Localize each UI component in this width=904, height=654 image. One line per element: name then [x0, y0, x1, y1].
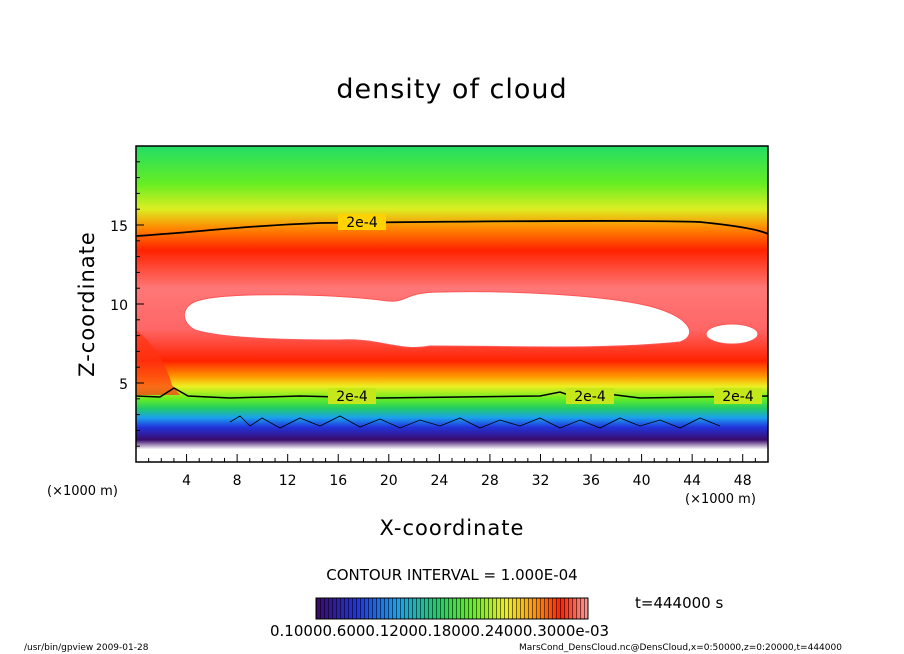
y-axis-title: Z-coordinate — [75, 231, 99, 377]
contour-line-upper — [135, 219, 769, 237]
y-tick-label: 5 — [119, 377, 128, 393]
x-tick-label: 40 — [633, 473, 651, 489]
x-tick-label: 12 — [279, 473, 297, 489]
contour-label-bg — [714, 388, 762, 404]
x-tick-label: 16 — [329, 473, 347, 489]
colorbar-frame — [315, 597, 589, 620]
x-tick-label: 32 — [532, 473, 550, 489]
x-unit-label: (×1000 m) — [685, 492, 756, 507]
colorbar-tick-labels: 0.10000.6000.12000.18000.24000.3000e-03 — [270, 622, 610, 640]
x-tick-label: 4 — [182, 473, 191, 489]
contour-label-bg — [328, 388, 376, 404]
x-tick-label: 20 — [380, 473, 398, 489]
cloud-free-region — [183, 291, 691, 348]
contour-label: 2e-4 — [346, 215, 378, 231]
contour-label: 2e-4 — [574, 389, 606, 405]
y-tick-label: 15 — [110, 219, 128, 235]
x-axis-title: X-coordinate — [379, 516, 525, 540]
x-tick-label: 24 — [430, 473, 448, 489]
contour-label: 2e-4 — [722, 389, 754, 405]
x-tick-label: 48 — [734, 473, 752, 489]
x-tick-label: 36 — [582, 473, 600, 489]
left-plume — [136, 330, 180, 395]
contour-line-lower — [135, 387, 769, 400]
colorbar-hatch — [316, 598, 588, 619]
footer-left: /usr/bin/gpview 2009-01-28 — [24, 643, 149, 653]
contour-interval-label: CONTOUR INTERVAL = 1.000E-04 — [326, 566, 578, 584]
time-label: t=444000 s — [635, 594, 724, 612]
footer-right: MarsCond_DensCloud.nc@DensCloud,x=0:5000… — [519, 643, 842, 653]
y-tick-label: 10 — [110, 298, 128, 314]
x-tick-label: 44 — [683, 473, 701, 489]
x-tick-label: 28 — [481, 473, 499, 489]
contour-label-bg — [566, 388, 614, 404]
contour-line-noisy — [229, 415, 721, 429]
contour-label-bg — [338, 214, 386, 230]
cloud-free-pocket — [705, 323, 759, 345]
x-tick-label: 8 — [233, 473, 242, 489]
z-unit-label: (×1000 m) — [47, 484, 118, 499]
chart-title: density of cloud — [336, 74, 568, 105]
contour-label: 2e-4 — [336, 389, 368, 405]
